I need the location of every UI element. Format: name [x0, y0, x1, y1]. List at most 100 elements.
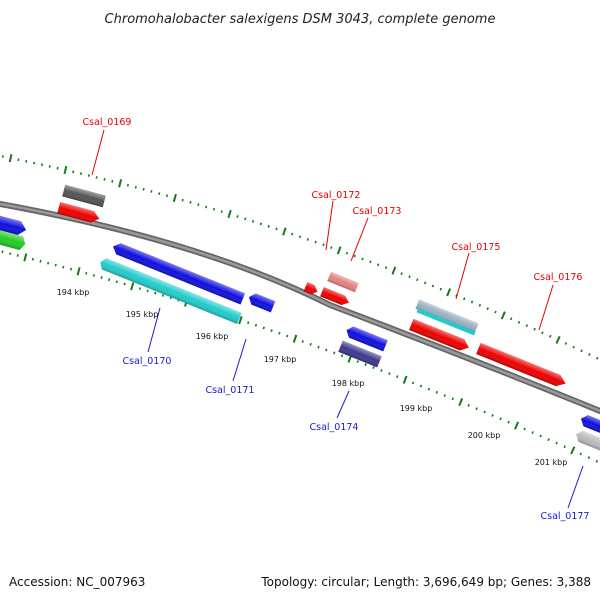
kbp-label: 194 kbp: [57, 288, 90, 297]
scale-major-tick: [130, 282, 135, 291]
scale-minor-tick: [507, 420, 510, 424]
scale-minor-tick: [494, 310, 497, 314]
label-csal-0176[interactable]: Csal_0176: [534, 272, 583, 283]
gene-cyan-0175-region[interactable]: [416, 308, 476, 336]
label-csal-0169[interactable]: Csal_0169: [83, 117, 132, 128]
scale-minor-tick: [72, 170, 75, 174]
scale-minor-tick: [275, 227, 278, 231]
label-csal-0175[interactable]: Csal_0175: [452, 242, 501, 253]
gene-lightgray-0177-region[interactable]: [574, 429, 600, 454]
gene-csal-0177[interactable]: [579, 413, 600, 438]
scale-minor-tick: [270, 329, 273, 332]
scale-minor-tick: [483, 410, 486, 414]
gene-blue-partial-left[interactable]: [0, 211, 28, 237]
leader-csal-0172: [325, 200, 334, 251]
leader-csal-0173: [350, 217, 369, 262]
label-csal-0172[interactable]: Csal_0172: [312, 190, 361, 201]
scale-minor-tick: [48, 165, 51, 168]
genome-summary-text: Topology: circular; Length: 3,696,649 bp…: [260, 575, 591, 589]
scale-major-tick: [336, 246, 342, 255]
scale-minor-tick: [340, 354, 344, 358]
gene-blue-0174-region[interactable]: [344, 325, 388, 352]
scale-minor-tick: [416, 278, 419, 282]
scale-minor-tick: [345, 251, 349, 255]
label-csal-0173[interactable]: Csal_0173: [353, 206, 402, 217]
scale-major-tick: [76, 267, 81, 276]
scale-minor-tick: [95, 176, 98, 179]
scale-minor-tick: [377, 263, 380, 267]
scale-major-tick: [282, 227, 287, 236]
scale-major-tick: [500, 311, 506, 320]
scale-minor-tick: [499, 417, 502, 421]
scale-minor-tick: [254, 323, 258, 327]
scale-minor-tick: [517, 320, 521, 324]
label-csal-0177[interactable]: Csal_0177: [541, 511, 590, 522]
scale-minor-tick: [165, 194, 169, 198]
scale-minor-tick: [443, 394, 446, 398]
scale-minor-tick: [400, 272, 403, 276]
gene-pink-0173-region[interactable]: [327, 271, 359, 293]
scale-minor-tick: [333, 351, 336, 355]
scale-minor-tick: [244, 217, 247, 221]
scale-minor-tick: [278, 331, 281, 335]
scale-minor-tick: [317, 345, 320, 349]
scale-minor-tick: [262, 326, 265, 330]
gene-blue-long[interactable]: [111, 241, 246, 305]
scale-minor-tick: [475, 407, 478, 411]
gene-darkgray-0169-region[interactable]: [62, 184, 106, 208]
scale-minor-tick: [100, 276, 103, 279]
gene-csal-0173[interactable]: [320, 287, 351, 307]
scale-minor-tick: [525, 324, 529, 328]
kbp-label: 197 kbp: [264, 355, 297, 364]
gene-csal-0169[interactable]: [57, 202, 101, 224]
scale-minor-tick: [539, 434, 542, 438]
scale-major-tick: [238, 315, 243, 325]
scale-major-tick: [118, 179, 123, 188]
label-csal-0171[interactable]: Csal_0171: [206, 385, 255, 396]
scale-minor-tick: [33, 161, 36, 165]
scale-minor-tick: [408, 275, 411, 279]
scale-minor-tick: [531, 431, 534, 434]
scale-minor-tick: [463, 297, 466, 301]
scale-minor-tick: [435, 390, 439, 394]
scale-minor-tick: [247, 321, 250, 325]
genome-backbone: [0, 200, 600, 415]
gene-csal-0170[interactable]: [98, 257, 242, 325]
leader-csal-0169: [91, 129, 105, 176]
scale-minor-tick: [286, 334, 289, 338]
leader-csal-0174: [336, 390, 350, 419]
scale-minor-tick: [563, 445, 566, 449]
scale-minor-tick: [587, 456, 591, 460]
scale-minor-tick: [301, 340, 304, 343]
scale-minor-tick: [85, 271, 88, 275]
gene-csal-0175[interactable]: [409, 318, 471, 353]
outer-tick-track: [1, 154, 599, 360]
scale-minor-tick: [142, 188, 145, 191]
scale-minor-tick: [39, 259, 42, 263]
scale-minor-tick: [325, 348, 328, 352]
scale-minor-tick: [69, 267, 73, 271]
scale-minor-tick: [54, 263, 57, 267]
label-csal-0174[interactable]: Csal_0174: [310, 422, 359, 433]
scale-minor-tick: [31, 257, 34, 261]
scale-minor-tick: [212, 207, 216, 211]
gene-green-partial-left[interactable]: [0, 225, 27, 251]
scale-minor-tick: [158, 192, 161, 196]
scale-minor-tick: [205, 205, 208, 209]
scale-minor-tick: [467, 403, 470, 407]
label-csal-0170[interactable]: Csal_0170: [123, 356, 172, 367]
scale-minor-tick: [79, 172, 83, 176]
gene-csal-0172[interactable]: [303, 282, 320, 296]
scale-minor-tick: [40, 163, 43, 167]
gene-csal-0174[interactable]: [338, 340, 382, 368]
scale-major-tick: [292, 334, 298, 343]
gene-steel-0175-region[interactable]: [415, 299, 479, 333]
gene-csal-0176[interactable]: [476, 342, 568, 389]
gene-csal-0171[interactable]: [247, 292, 276, 313]
label-leader-lines: [91, 129, 584, 509]
scale-minor-tick: [259, 222, 263, 226]
kbp-label: 199 kbp: [400, 404, 433, 413]
scale-minor-tick: [595, 356, 599, 360]
leader-csal-0170: [147, 307, 161, 353]
